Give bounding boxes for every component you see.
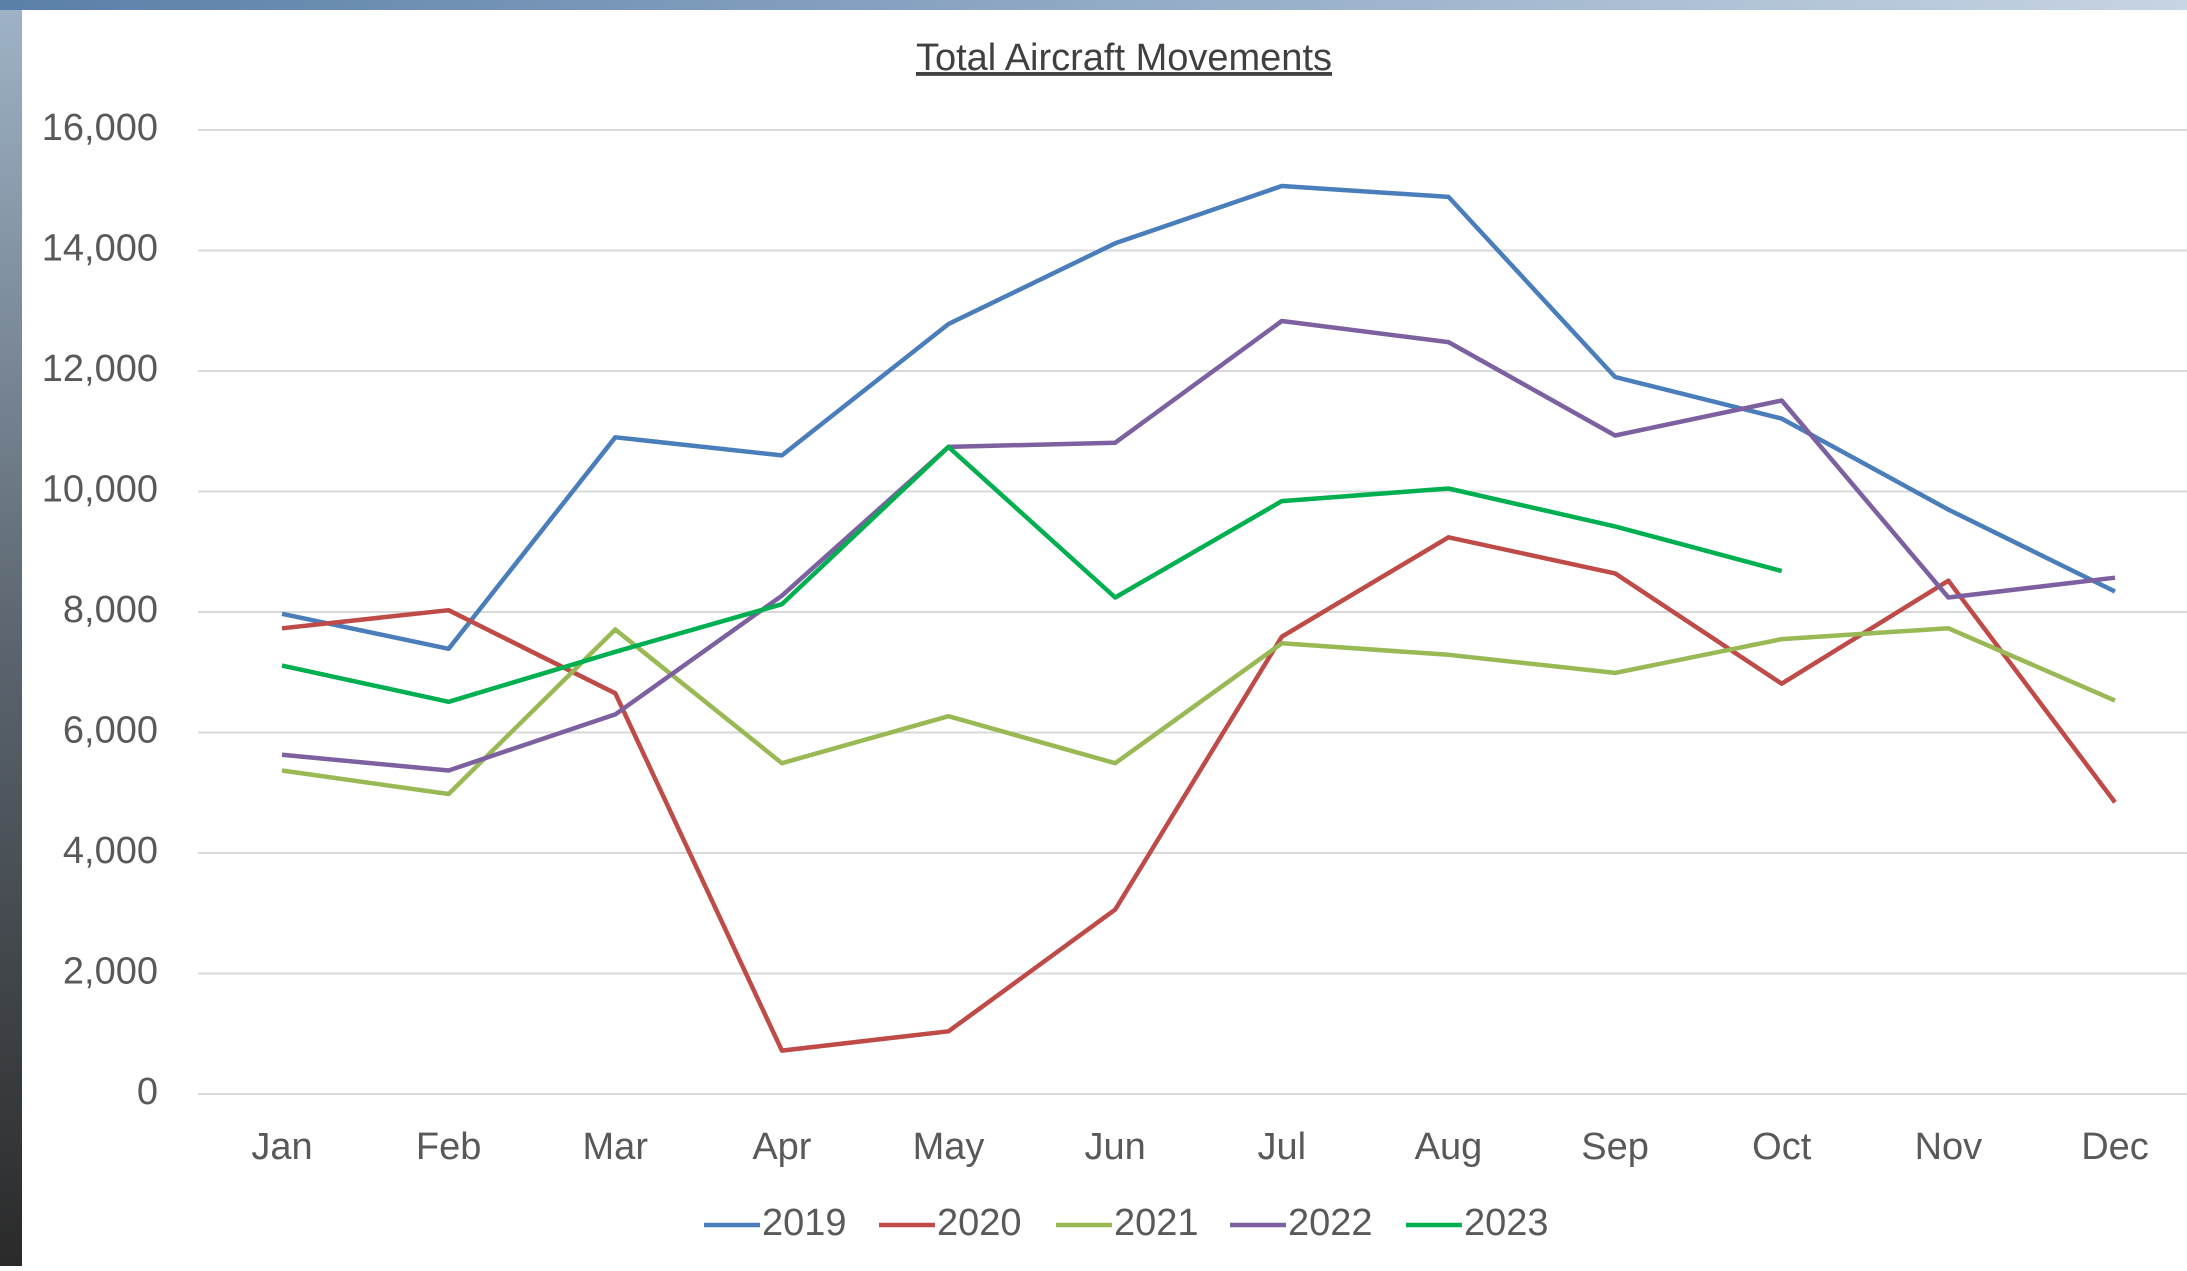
x-tick-label: Jan (251, 1126, 312, 1168)
y-tick-label: 12,000 (42, 348, 158, 390)
x-tick-label: Feb (416, 1126, 481, 1168)
legend-label: 2020 (937, 1202, 1022, 1244)
x-tick-label: Nov (1915, 1126, 1983, 1168)
x-tick-label: Jun (1085, 1126, 1146, 1168)
side-photo-strip (0, 0, 22, 1266)
y-tick-label: 8,000 (63, 589, 158, 631)
y-tick-label: 0 (137, 1071, 158, 1113)
y-tick-label: 6,000 (63, 710, 158, 752)
y-tick-label: 4,000 (63, 830, 158, 872)
x-tick-label: Sep (1581, 1126, 1649, 1168)
legend-label: 2021 (1114, 1202, 1199, 1244)
x-tick-label: Apr (752, 1126, 811, 1168)
y-tick-label: 2,000 (63, 951, 158, 993)
legend-label: 2019 (762, 1202, 847, 1244)
series-line (281, 535, 2117, 1053)
x-tick-label: Aug (1415, 1126, 1483, 1168)
x-tick-label: Dec (2081, 1126, 2149, 1168)
x-tick-label: Oct (1752, 1126, 1812, 1168)
series-line (281, 626, 2116, 797)
y-tick-label: 16,000 (42, 107, 158, 149)
series-line (281, 318, 2116, 773)
legend-label: 2022 (1288, 1202, 1373, 1244)
series-line (281, 444, 1783, 705)
x-tick-label: Jul (1258, 1126, 1307, 1168)
x-tick-label: May (913, 1126, 985, 1168)
y-tick-label: 14,000 (42, 228, 158, 270)
chart-title: Total Aircraft Movements (916, 37, 1332, 79)
top-bar (0, 0, 2187, 10)
legend-label: 2023 (1464, 1202, 1549, 1244)
y-tick-label: 10,000 (42, 469, 158, 511)
x-tick-label: Mar (583, 1126, 649, 1168)
